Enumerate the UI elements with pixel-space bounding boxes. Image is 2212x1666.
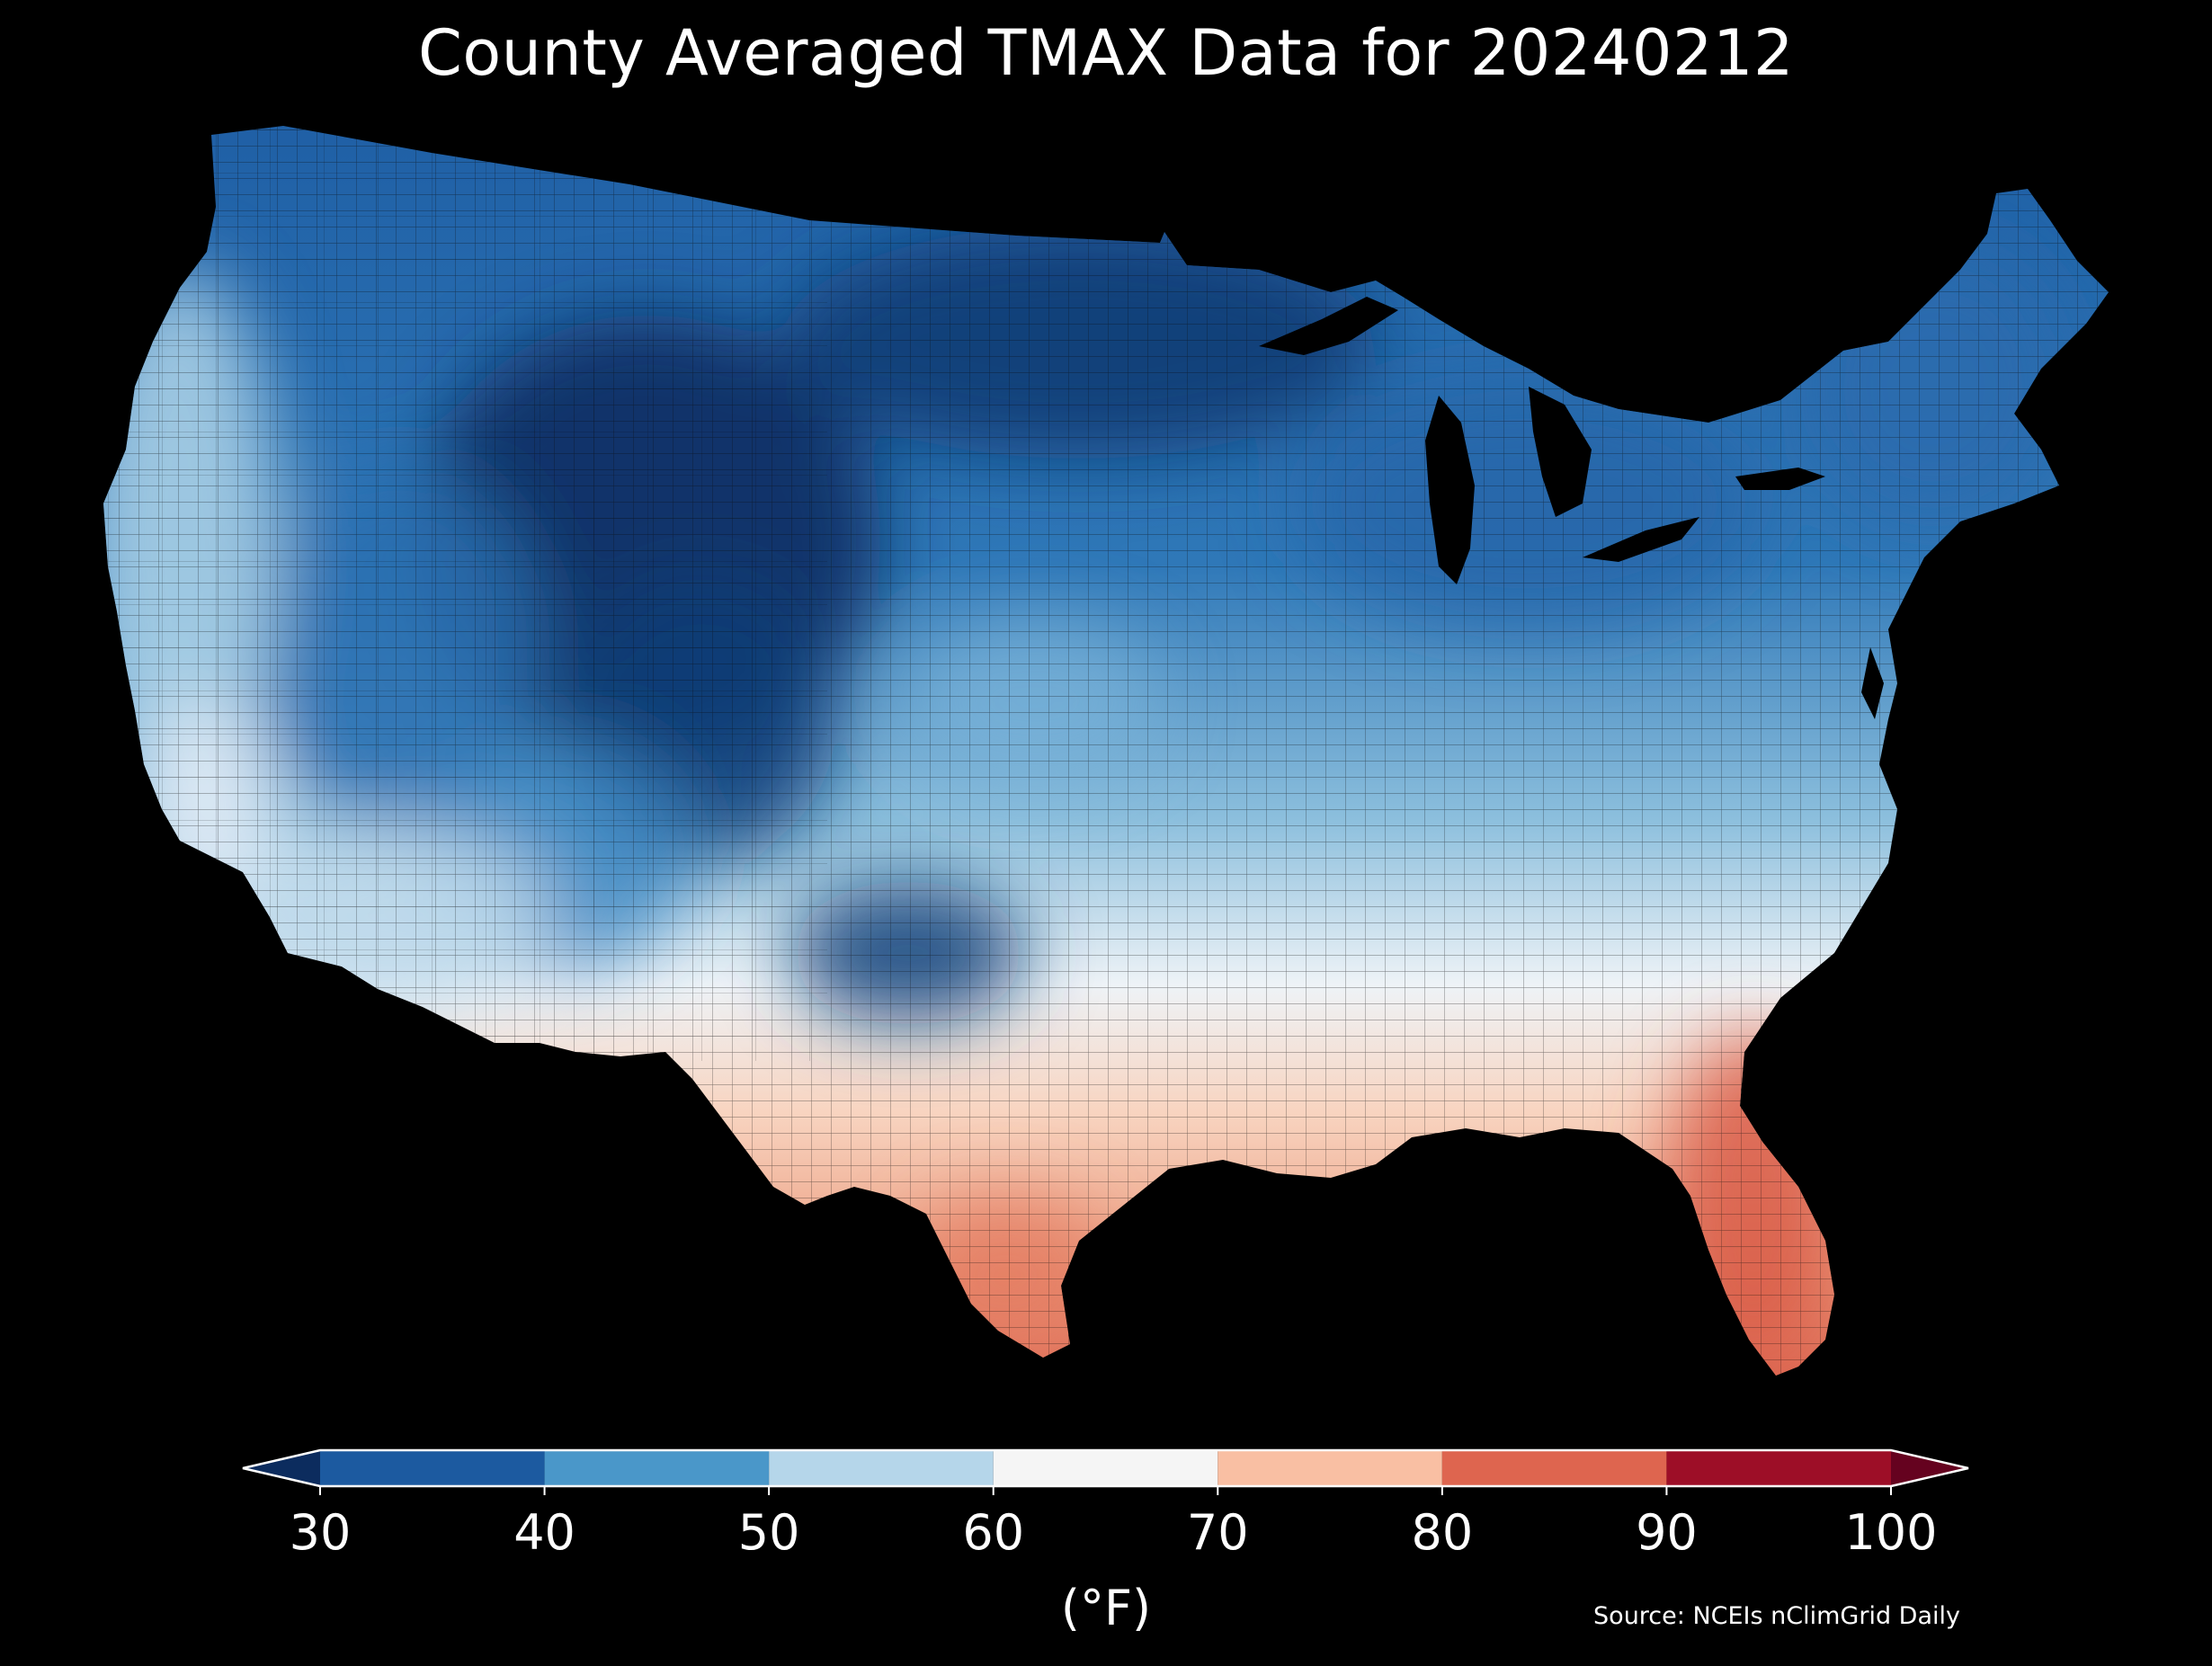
lake-erie: [1583, 517, 1699, 562]
colorbar-bin: [1666, 1450, 1891, 1486]
colorbar-extend-high: [1891, 1450, 1968, 1486]
lake-michigan: [1425, 396, 1475, 584]
source-credit: Source: NCEIs nClimGrid Daily: [1593, 1602, 1960, 1630]
colorbar-bin: [769, 1450, 994, 1486]
colorbar-tick-label: 40: [513, 1504, 575, 1561]
map-title: County Averaged TMAX Data for 20240212: [417, 16, 1795, 90]
colorbar-tick-label: 70: [1187, 1504, 1249, 1561]
colorbar-unit-label: (°F): [1061, 1580, 1151, 1636]
colorbar-bin: [1217, 1450, 1442, 1486]
colorbar-tick-label: 100: [1844, 1504, 1937, 1561]
colorbar-tick-label: 30: [290, 1504, 352, 1561]
colorbar-bin: [1441, 1450, 1667, 1486]
colorbar-tick-label: 60: [962, 1504, 1024, 1561]
chesapeake-bay: [1861, 647, 1884, 719]
colorbar-tick-label: 90: [1636, 1504, 1698, 1561]
colorbar-tick-label: 80: [1411, 1504, 1473, 1561]
lake-superior: [1259, 297, 1398, 355]
lake-huron: [1529, 387, 1592, 517]
colorbar-tick-label: 50: [738, 1504, 800, 1561]
colorbar-bin: [320, 1450, 545, 1486]
colorbar-extend-low: [243, 1450, 320, 1486]
colorbar-bin: [544, 1450, 770, 1486]
lake-ontario: [1735, 468, 1825, 490]
colorbar-bin: [993, 1450, 1218, 1486]
